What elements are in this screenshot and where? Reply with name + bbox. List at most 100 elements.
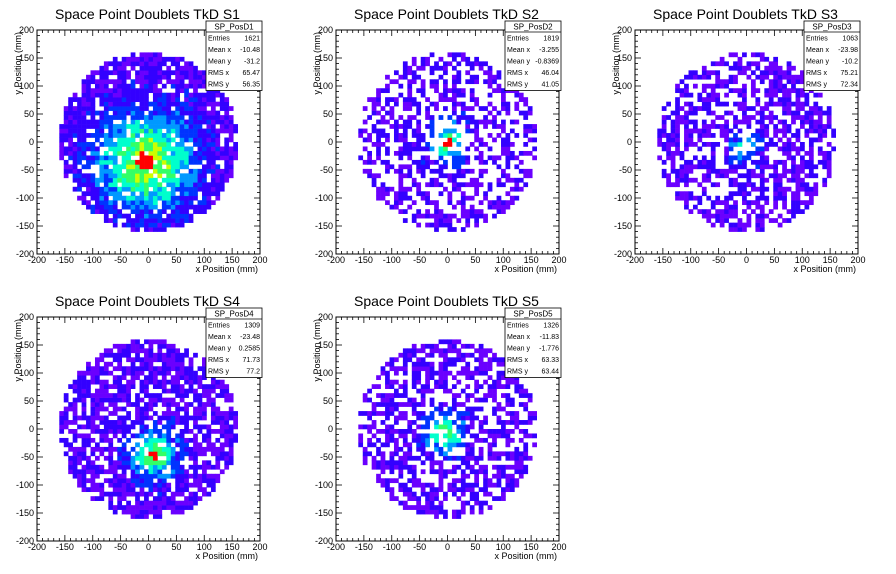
heatmap-cell	[675, 191, 680, 197]
heatmap-cell	[460, 402, 466, 407]
heatmap-cell	[411, 177, 417, 183]
heatmap-cell	[706, 124, 712, 129]
heatmap-cell	[99, 370, 105, 376]
heatmap-cell	[523, 142, 529, 147]
heatmap-cell	[148, 393, 154, 398]
heatmap-cell	[206, 388, 212, 394]
heatmap-cell	[505, 101, 511, 107]
heatmap-cell	[469, 415, 475, 421]
x-tick-label: 0	[445, 255, 450, 265]
heatmap-cell	[157, 348, 163, 354]
x-tick-label: 100	[496, 255, 511, 265]
heatmap-cell	[724, 218, 729, 223]
heatmap-cell	[523, 101, 529, 107]
heatmap-cell	[130, 227, 136, 232]
heatmap-cell	[746, 222, 752, 228]
heatmap-cell	[188, 473, 194, 479]
heatmap-cell	[224, 388, 230, 394]
heatmap-cell	[420, 137, 426, 143]
heatmap-cell	[197, 446, 203, 452]
heatmap-cell	[112, 65, 118, 71]
heatmap-cell	[90, 366, 96, 372]
heatmap-cell	[148, 150, 154, 156]
heatmap-cell	[90, 429, 96, 434]
heatmap-cell	[112, 83, 118, 89]
heatmap-cell	[144, 142, 149, 147]
heatmap-cell	[710, 124, 716, 129]
heatmap-cell	[197, 406, 203, 412]
heatmap-cell	[376, 478, 381, 484]
heatmap-cell	[175, 469, 181, 475]
heatmap-cell	[501, 146, 506, 152]
heatmap-cell	[367, 137, 372, 143]
heatmap-cell	[425, 343, 430, 349]
heatmap-cell	[804, 128, 810, 134]
heatmap-cell	[193, 464, 198, 470]
heatmap-cell	[206, 464, 212, 470]
heatmap-cell	[99, 70, 105, 76]
heatmap-cell	[389, 455, 395, 461]
heatmap-cell	[166, 142, 172, 147]
heatmap-cell	[755, 218, 761, 223]
heatmap-cell	[509, 155, 515, 161]
heatmap-cell	[144, 137, 149, 143]
heatmap-cell	[759, 209, 765, 214]
heatmap-cell	[438, 482, 444, 488]
heatmap-cell	[443, 106, 448, 111]
heatmap-cell	[380, 195, 386, 201]
heatmap-cell	[393, 133, 399, 138]
heatmap-cell	[94, 155, 100, 161]
heatmap-cell	[117, 357, 123, 363]
heatmap-cell	[179, 451, 185, 457]
heatmap-cell	[90, 186, 96, 192]
heatmap-cell	[148, 209, 154, 214]
heatmap-cell	[112, 92, 118, 98]
heatmap-cells	[59, 52, 238, 232]
heatmap-cell	[233, 146, 238, 152]
heatmap-cell	[733, 74, 738, 80]
heatmap-cell	[782, 110, 787, 116]
heatmap-cell	[148, 505, 154, 510]
heatmap-cell	[501, 384, 506, 389]
heatmap-cell	[478, 500, 484, 506]
heatmap-cell	[152, 119, 158, 125]
heatmap-cell	[411, 455, 417, 461]
heatmap-cell	[144, 379, 149, 385]
heatmap-cell	[701, 177, 707, 183]
heatmap-cell	[407, 204, 413, 210]
heatmap-cell	[94, 146, 100, 152]
heatmap-cell	[402, 482, 408, 488]
heatmap-cell	[193, 128, 198, 134]
x-tick-label: 100	[197, 542, 212, 552]
heatmap-cell	[371, 420, 377, 425]
heatmap-cell	[112, 352, 118, 358]
heatmap-cell	[224, 146, 230, 152]
heatmap-cell	[385, 146, 390, 152]
heatmap-cell	[233, 155, 238, 161]
heatmap-cell	[420, 191, 426, 197]
heatmap-cell	[728, 146, 734, 152]
heatmap-cell	[170, 209, 176, 214]
heatmap-cell	[108, 420, 114, 425]
heatmap-cell	[786, 106, 792, 111]
heatmap-cell	[411, 343, 417, 349]
heatmap-cell	[197, 177, 203, 183]
heatmap-cell	[206, 393, 212, 398]
heatmap-cell	[451, 164, 457, 170]
heatmap-cell	[121, 200, 127, 206]
heatmap-cell	[416, 482, 422, 488]
heatmap-cell	[103, 74, 109, 80]
heatmap-cell	[193, 455, 198, 461]
heatmap-cell	[661, 142, 667, 147]
heatmap-cell	[795, 74, 801, 80]
heatmap-cell	[90, 478, 96, 484]
heatmap-cell	[99, 65, 105, 71]
heatmap-cell	[202, 464, 207, 470]
heatmap-cell	[63, 168, 69, 174]
heatmap-cell	[121, 433, 127, 439]
heatmap-cell	[210, 487, 216, 493]
heatmap-cell	[77, 415, 82, 421]
heatmap-cell	[724, 204, 729, 210]
heatmap-cell	[166, 379, 172, 385]
heatmap-cell	[474, 79, 480, 85]
